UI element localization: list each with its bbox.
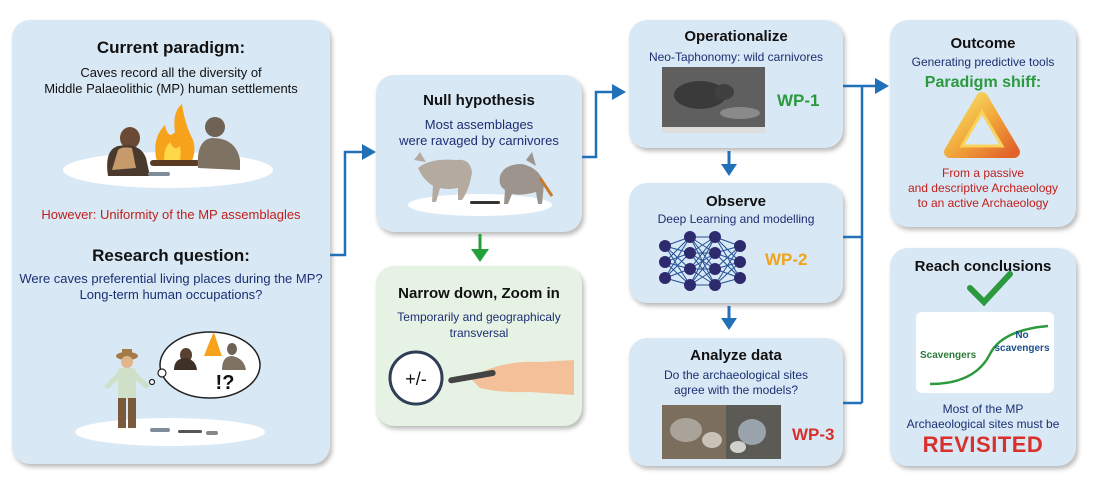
neural-node <box>709 231 721 243</box>
analyze-data-line1: Do the archaeological sites <box>663 368 809 382</box>
magnifier-illustration: +/- <box>388 350 574 406</box>
outcome-line3: to an active Archaeology <box>917 196 1049 210</box>
flow-arrows <box>330 84 875 405</box>
neural-node <box>684 231 696 243</box>
neural-network-icon <box>659 231 746 291</box>
outcome-line1: From a passive <box>941 166 1025 180</box>
magnifier-text: +/- <box>405 369 427 389</box>
research-question-title: Research question: <box>92 246 250 265</box>
null-hypothesis-title: Null hypothesis <box>423 92 535 109</box>
outcome-line2: and descriptive Archaeology <box>907 181 1059 195</box>
narrow-down-title: Narrow down, Zoom in <box>398 285 560 302</box>
current-paradigm-line2: Middle Palaeolithic (MP) human settlemen… <box>44 81 298 96</box>
reach-conclusions-title: Reach conclusions <box>914 258 1052 275</box>
outcome-title: Outcome <box>950 35 1016 52</box>
camera-trap-photo <box>662 67 765 133</box>
null-hypothesis-line2: were ravaged by carnivores <box>399 133 559 148</box>
penrose-triangle-icon <box>944 92 1020 158</box>
neural-node <box>734 240 746 252</box>
neural-node <box>659 272 671 284</box>
bone-assemblage-photos <box>662 405 781 459</box>
observe-title: Observe <box>705 193 767 210</box>
operationalize-subtitle: Neo-Taphonomy: wild carnivores <box>648 50 824 64</box>
neural-node <box>734 272 746 284</box>
however-text: However: Uniformity of the MP assemblagl… <box>41 207 301 222</box>
neural-node <box>659 240 671 252</box>
wp1-label: WP-1 <box>777 91 820 110</box>
analyze-data-title: Analyze data <box>690 347 782 364</box>
checkmark-icon <box>967 271 1013 307</box>
neural-node <box>684 279 696 291</box>
analyze-data-line2: agree with the models? <box>673 383 799 397</box>
reach-line2: Archaeological sites must be <box>906 417 1060 431</box>
research-question-line1: Were caves preferential living places du… <box>19 271 323 286</box>
neural-node <box>709 279 721 291</box>
curve-label-no-scavengers: scavengers <box>994 343 1049 354</box>
carnivores-illustration <box>408 152 554 216</box>
neural-node <box>659 256 671 268</box>
neural-node <box>684 247 696 259</box>
neural-node <box>709 263 721 275</box>
revisited-label: REVISITED <box>922 432 1044 457</box>
outcome-subtitle: Generating predictive tools <box>911 55 1055 69</box>
narrow-down-line1: Temporarily and geographicaly <box>397 310 561 324</box>
campfire-scene-illustration <box>63 104 273 188</box>
neural-node <box>709 247 721 259</box>
paradigm-shift-label: Paradigm shiff: <box>924 74 1042 91</box>
operationalize-title: Operationalize <box>684 28 788 45</box>
arrow-heads <box>362 78 889 330</box>
current-paradigm-title: Current paradigm: <box>96 38 246 57</box>
arrow-null-to-narrow <box>471 234 489 262</box>
researcher-illustration: !? <box>75 331 265 446</box>
reach-line1: Most of the MP <box>942 402 1024 416</box>
wp2-label: WP-2 <box>765 250 808 269</box>
narrow-down-line2: transversal <box>449 326 509 340</box>
arrow-paradigm-to-null <box>330 150 362 257</box>
scavenger-curve-chart: Scavengers No scavengers <box>916 312 1054 393</box>
current-paradigm-line1: Caves record all the diversity of <box>80 65 262 80</box>
null-hypothesis-line1: Most assemblages <box>424 117 534 132</box>
research-question-line2: Long-term human occupations? <box>79 287 263 302</box>
curve-label-no: No <box>1015 330 1028 341</box>
neural-node <box>734 256 746 268</box>
wp3-label: WP-3 <box>792 425 835 444</box>
curve-label-scavengers: Scavengers <box>920 350 977 361</box>
arrow-null-to-operationalize <box>582 90 612 159</box>
observe-subtitle: Deep Learning and modelling <box>657 212 815 226</box>
thought-bubble-text: !? <box>216 372 235 394</box>
arrow-collector <box>843 84 864 405</box>
current-paradigm-box: Current paradigm: Caves record all the d… <box>12 20 330 464</box>
outcome-box: Outcome Generating predictive tools Para… <box>890 20 1076 227</box>
neural-node <box>684 263 696 275</box>
